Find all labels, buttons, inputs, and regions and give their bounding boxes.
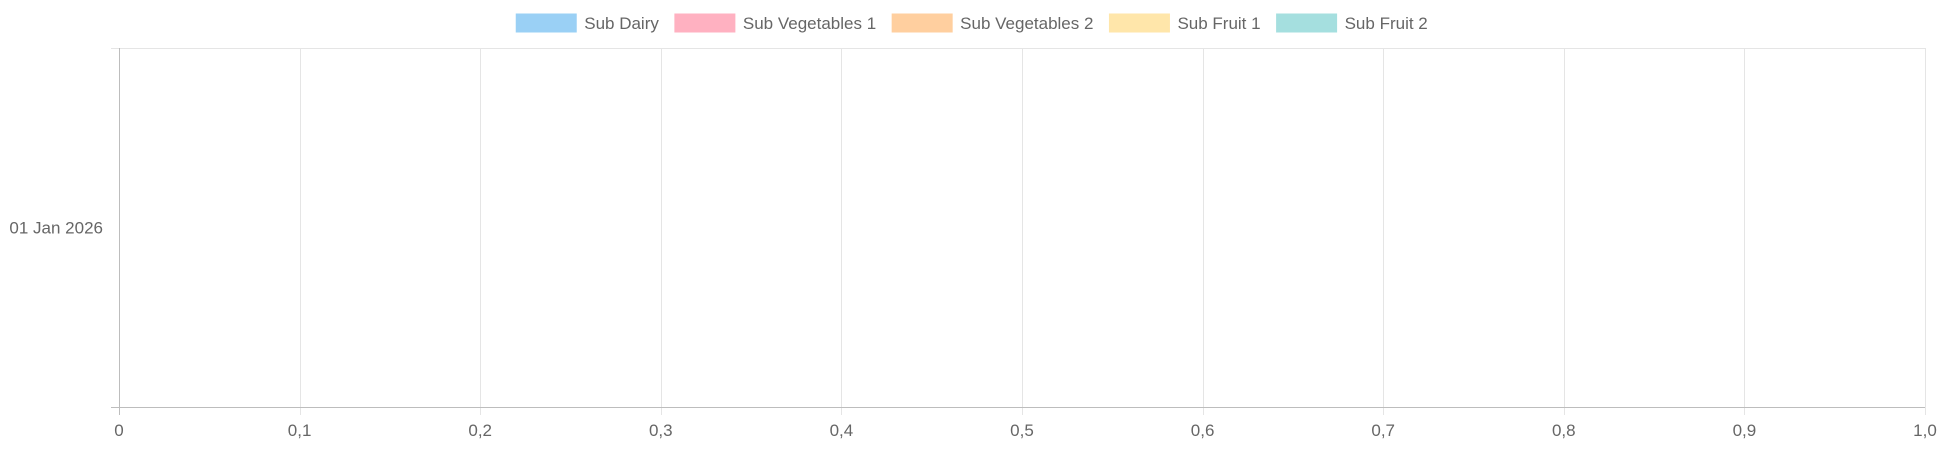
x-tick-label: 0,5: [1010, 421, 1034, 440]
x-tick-label: 0: [114, 421, 123, 440]
x-tick-label: 1,0: [1913, 421, 1937, 440]
x-tick-label: 0,7: [1371, 421, 1395, 440]
legend-swatch: [1108, 13, 1170, 33]
legend-swatch: [1276, 13, 1338, 33]
x-tick-label: 0,3: [649, 421, 673, 440]
x-tick-label: 0,6: [1191, 421, 1215, 440]
legend-item: Sub Dairy: [515, 13, 659, 33]
legend-item: Sub Vegetables 2: [891, 13, 1093, 33]
axes: [111, 48, 1925, 408]
legend-label: Sub Fruit 2: [1345, 14, 1428, 33]
y-tick-label: 01 Jan 2026: [9, 219, 103, 238]
grid: [119, 48, 1926, 415]
legend-label: Sub Vegetables 2: [960, 14, 1093, 33]
x-tick-label: 0,8: [1552, 421, 1576, 440]
x-tick-label: 0,4: [830, 421, 854, 440]
legend-swatch: [891, 13, 953, 33]
legend-swatch: [515, 13, 577, 33]
legend-swatch: [674, 13, 736, 33]
x-tick-label: 0,1: [288, 421, 312, 440]
legend-label: Sub Fruit 1: [1177, 14, 1260, 33]
legend-item: Sub Fruit 1: [1108, 13, 1261, 33]
legend-label: Sub Vegetables 1: [743, 14, 876, 33]
x-tick-label: 0,2: [468, 421, 492, 440]
legend-label: Sub Dairy: [584, 14, 659, 33]
legend: Sub Dairy Sub Vegetables 1 Sub Vegetables …: [515, 13, 1428, 33]
legend-item: Sub Vegetables 1: [674, 13, 876, 33]
x-tick-label: 0,9: [1733, 421, 1757, 440]
tick-labels: 0 0,1 0,2 0,3 0,4 0,5 0,6 0,7 0,8 0,9 1,0 01 Jan 20…: [9, 219, 1936, 441]
legend-item: Sub Fruit 2: [1276, 13, 1428, 33]
